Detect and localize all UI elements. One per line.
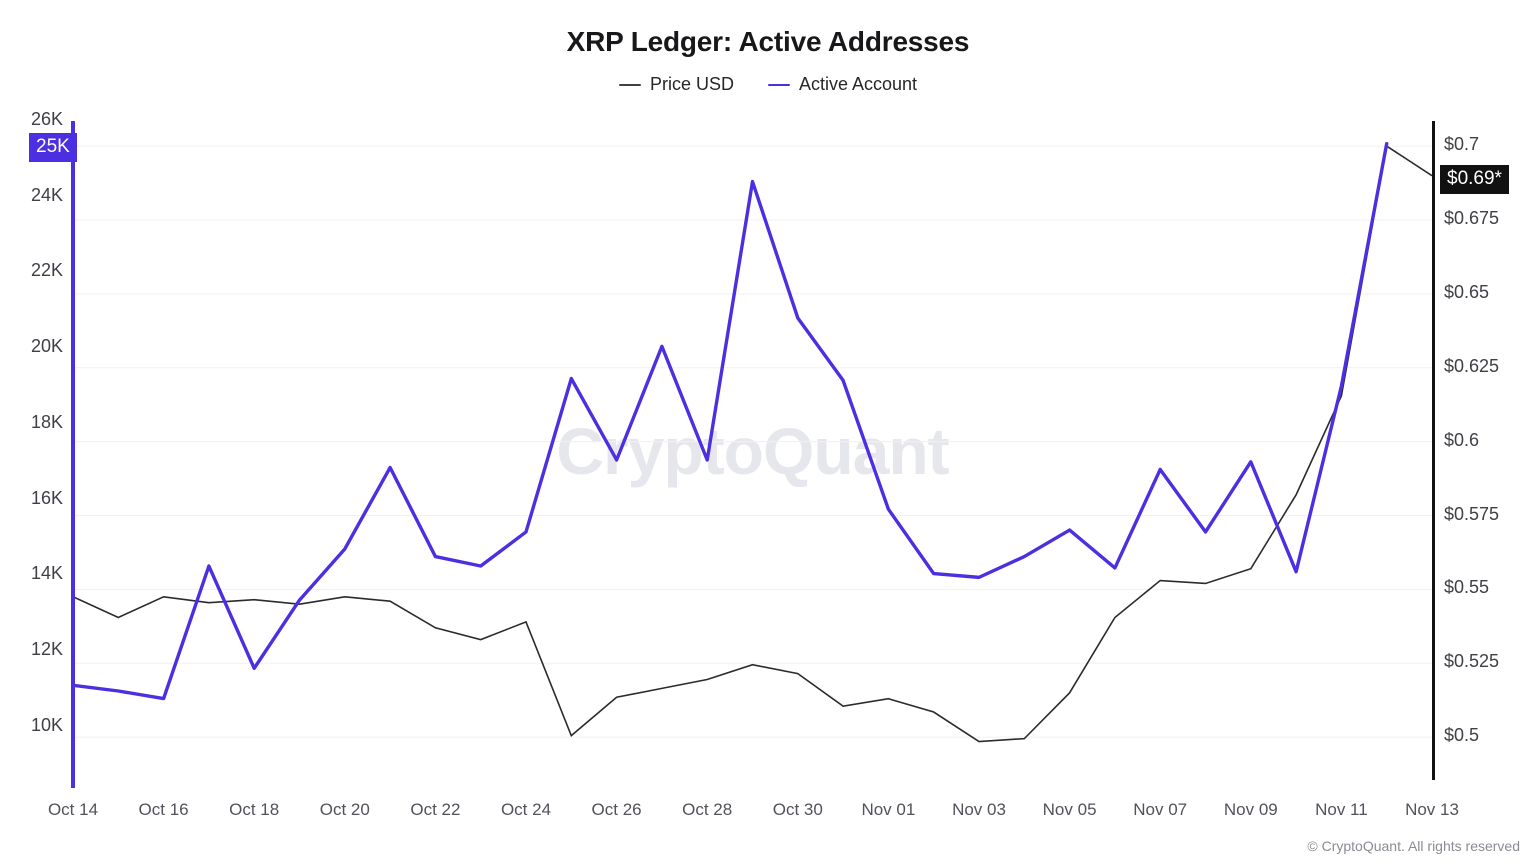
y-axis-left-spine [71,121,75,788]
left-axis-value-badge: 25K [29,133,77,162]
y-axis-right-tick: $0.6 [1444,429,1480,450]
y-axis-left-tick: 18K [30,411,63,432]
y-axis-right-tick: $0.7 [1444,134,1480,155]
y-axis-left-tick: 14K [30,563,63,584]
legend-item-active-account[interactable]: Active Account [767,74,918,95]
y-axis-right-tick: $0.5 [1444,725,1480,746]
y-axis-right-tick: $0.55 [1444,577,1490,598]
legend-item-price-usd[interactable]: Price USD [618,74,734,95]
x-axis-tick: Nov 05 [1042,800,1097,819]
x-axis-tick: Oct 18 [229,800,280,819]
x-axis-tick: Nov 03 [952,800,1006,819]
x-axis-tick: Oct 28 [682,800,733,819]
y-axis-left-tick: 22K [30,260,63,281]
y-axis-right-labels: $0.7 $0.675 $0.65 $0.625 $0.6 $0.575 $0.55 $0.5… [1444,0,1536,864]
x-axis-tick: Oct 14 [47,800,99,819]
line-swatch-icon [767,83,790,86]
series-line-price-usd [73,144,1432,743]
x-axis-tick: Nov 09 [1223,800,1278,819]
line-swatch-icon [618,83,641,86]
y-axis-left-tick: 26K [30,109,63,129]
x-axis-tick: Oct 26 [591,800,642,819]
x-axis-tick: Nov 01 [861,800,916,819]
x-axis-tick: Oct 30 [772,800,823,819]
legend-label-active-account: Active Account [798,74,918,94]
y-axis-right-spine [1432,121,1435,780]
y-axis-left-labels: 26K 24K 22K 20K 18K 16K 14K 12K 10K [0,0,63,864]
y-axis-left-tick: 24K [30,184,63,205]
x-axis-tick: Oct 22 [410,800,461,819]
chart-legend: Price USD Active Account [0,74,1536,95]
x-axis-tick: Oct 20 [319,800,370,819]
x-axis-tick: Oct 16 [138,800,189,819]
x-axis-tick: Nov 07 [1133,800,1188,819]
y-axis-right-tick: $0.675 [1444,207,1500,228]
y-axis-right-tick: $0.525 [1444,651,1500,672]
x-axis-tick: Oct 24 [500,800,552,819]
chart-title: XRP Ledger: Active Addresses [566,26,970,57]
y-axis-left-tick: 10K [30,714,63,735]
y-axis-right-tick: $0.65 [1444,281,1490,302]
chart-plot-svg [73,142,1432,743]
right-axis-value-badge: $0.69* [1440,165,1509,194]
x-axis-tick: Nov 13 [1405,800,1459,819]
y-axis-left-tick: 20K [30,336,63,357]
y-axis-left-tick: 12K [30,639,63,660]
legend-label-price-usd: Price USD [649,74,734,94]
y-axis-left-tick: 16K [30,487,63,508]
y-axis-right-tick: $0.625 [1444,355,1500,376]
series-line-active-account [73,142,1389,701]
x-axis-tick: Nov 11 [1315,800,1368,819]
copyright-notice: © CryptoQuant. All rights reserved [1307,838,1520,854]
y-axis-right-tick: $0.575 [1444,503,1500,524]
